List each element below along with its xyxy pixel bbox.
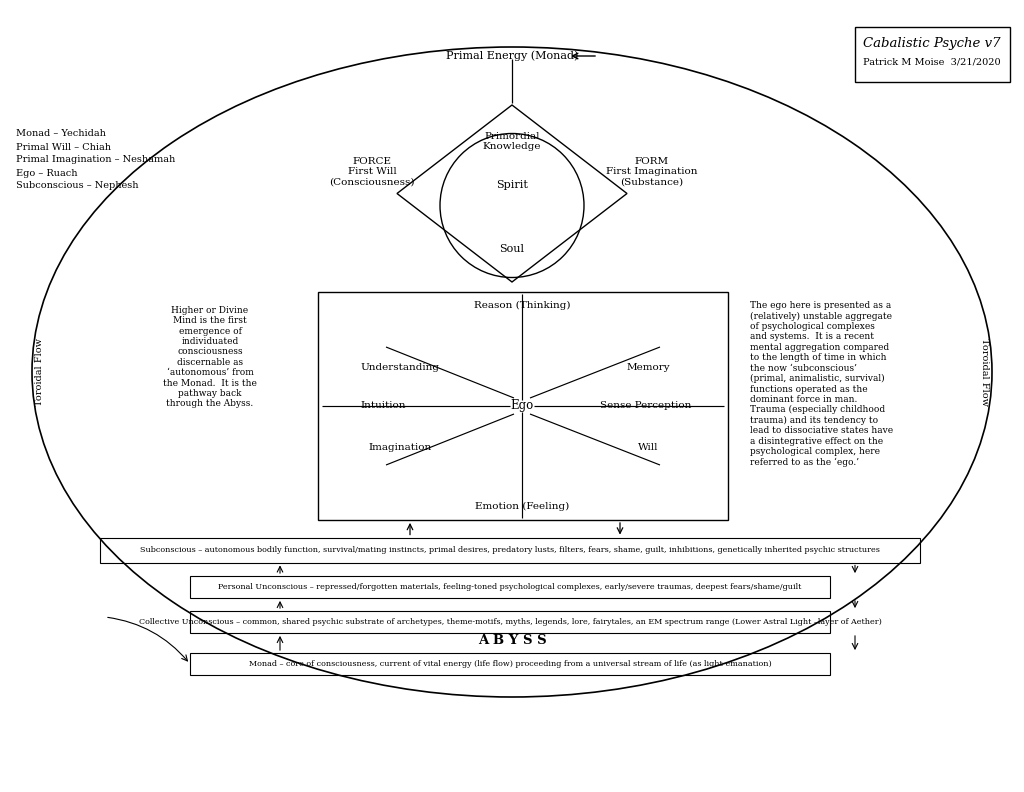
Text: Primal Energy (Monad): Primal Energy (Monad)	[445, 51, 579, 61]
Text: Ego: Ego	[510, 399, 534, 413]
Bar	[318, 292, 728, 520]
Text: Personal Unconscious – repressed/forgotten materials, feeling-toned psychologica: Personal Unconscious – repressed/forgott…	[218, 583, 802, 591]
Bar	[100, 538, 920, 562]
Text: Patrick M Moise  3/21/2020: Patrick M Moise 3/21/2020	[863, 58, 1000, 67]
Text: Monad – Yechidah: Monad – Yechidah	[16, 130, 105, 139]
Text: Soul: Soul	[500, 245, 524, 254]
Text: Primordial
Knowledge: Primordial Knowledge	[482, 131, 542, 151]
Text: Primal Imagination – Neshamah: Primal Imagination – Neshamah	[16, 155, 175, 165]
Text: Emotion (Feeling): Emotion (Feeling)	[475, 501, 569, 511]
Text: The ego here is presented as a
(relatively) unstable aggregate
of psychological : The ego here is presented as a (relative…	[750, 301, 893, 467]
Text: Subconscious – autonomous bodily function, survival/mating instincts, primal des: Subconscious – autonomous bodily functio…	[140, 546, 880, 554]
Text: Intuition: Intuition	[360, 402, 406, 410]
Text: Will: Will	[638, 444, 658, 452]
Text: FORM
First Imagination
(Substance): FORM First Imagination (Substance)	[606, 157, 697, 186]
Bar	[190, 653, 830, 675]
Text: Collective Unconscious – common, shared psychic substrate of archetypes, theme-m: Collective Unconscious – common, shared …	[138, 618, 882, 626]
Bar	[855, 27, 1010, 82]
Text: Memory: Memory	[627, 363, 670, 371]
Text: Spirit: Spirit	[496, 181, 528, 191]
Text: Imagination: Imagination	[369, 444, 432, 452]
Bar	[190, 611, 830, 633]
Text: Monad – core of consciousness, current of vital energy (life flow) proceeding fr: Monad – core of consciousness, current o…	[249, 660, 771, 668]
Text: Sense Perception: Sense Perception	[600, 402, 691, 410]
Text: A B Y S S: A B Y S S	[477, 634, 547, 646]
Text: Reason (Thinking): Reason (Thinking)	[474, 300, 570, 310]
Text: Primal Will – Chiah: Primal Will – Chiah	[16, 143, 111, 151]
Text: Subconscious – Nephesh: Subconscious – Nephesh	[16, 181, 138, 191]
Text: Understanding: Understanding	[360, 363, 439, 371]
Text: Higher or Divine
Mind is the first
emergence of
individuated
consciousness
disce: Higher or Divine Mind is the first emerg…	[163, 306, 257, 409]
Text: Ego – Ruach: Ego – Ruach	[16, 169, 78, 177]
Text: Toroidal Flow: Toroidal Flow	[981, 338, 989, 406]
Text: Cabalistic Psyche v7: Cabalistic Psyche v7	[863, 37, 1000, 51]
Text: Toroidal Flow: Toroidal Flow	[36, 338, 44, 406]
Text: FORCE
First Will
(Consciousness): FORCE First Will (Consciousness)	[330, 157, 415, 186]
Bar	[190, 576, 830, 598]
